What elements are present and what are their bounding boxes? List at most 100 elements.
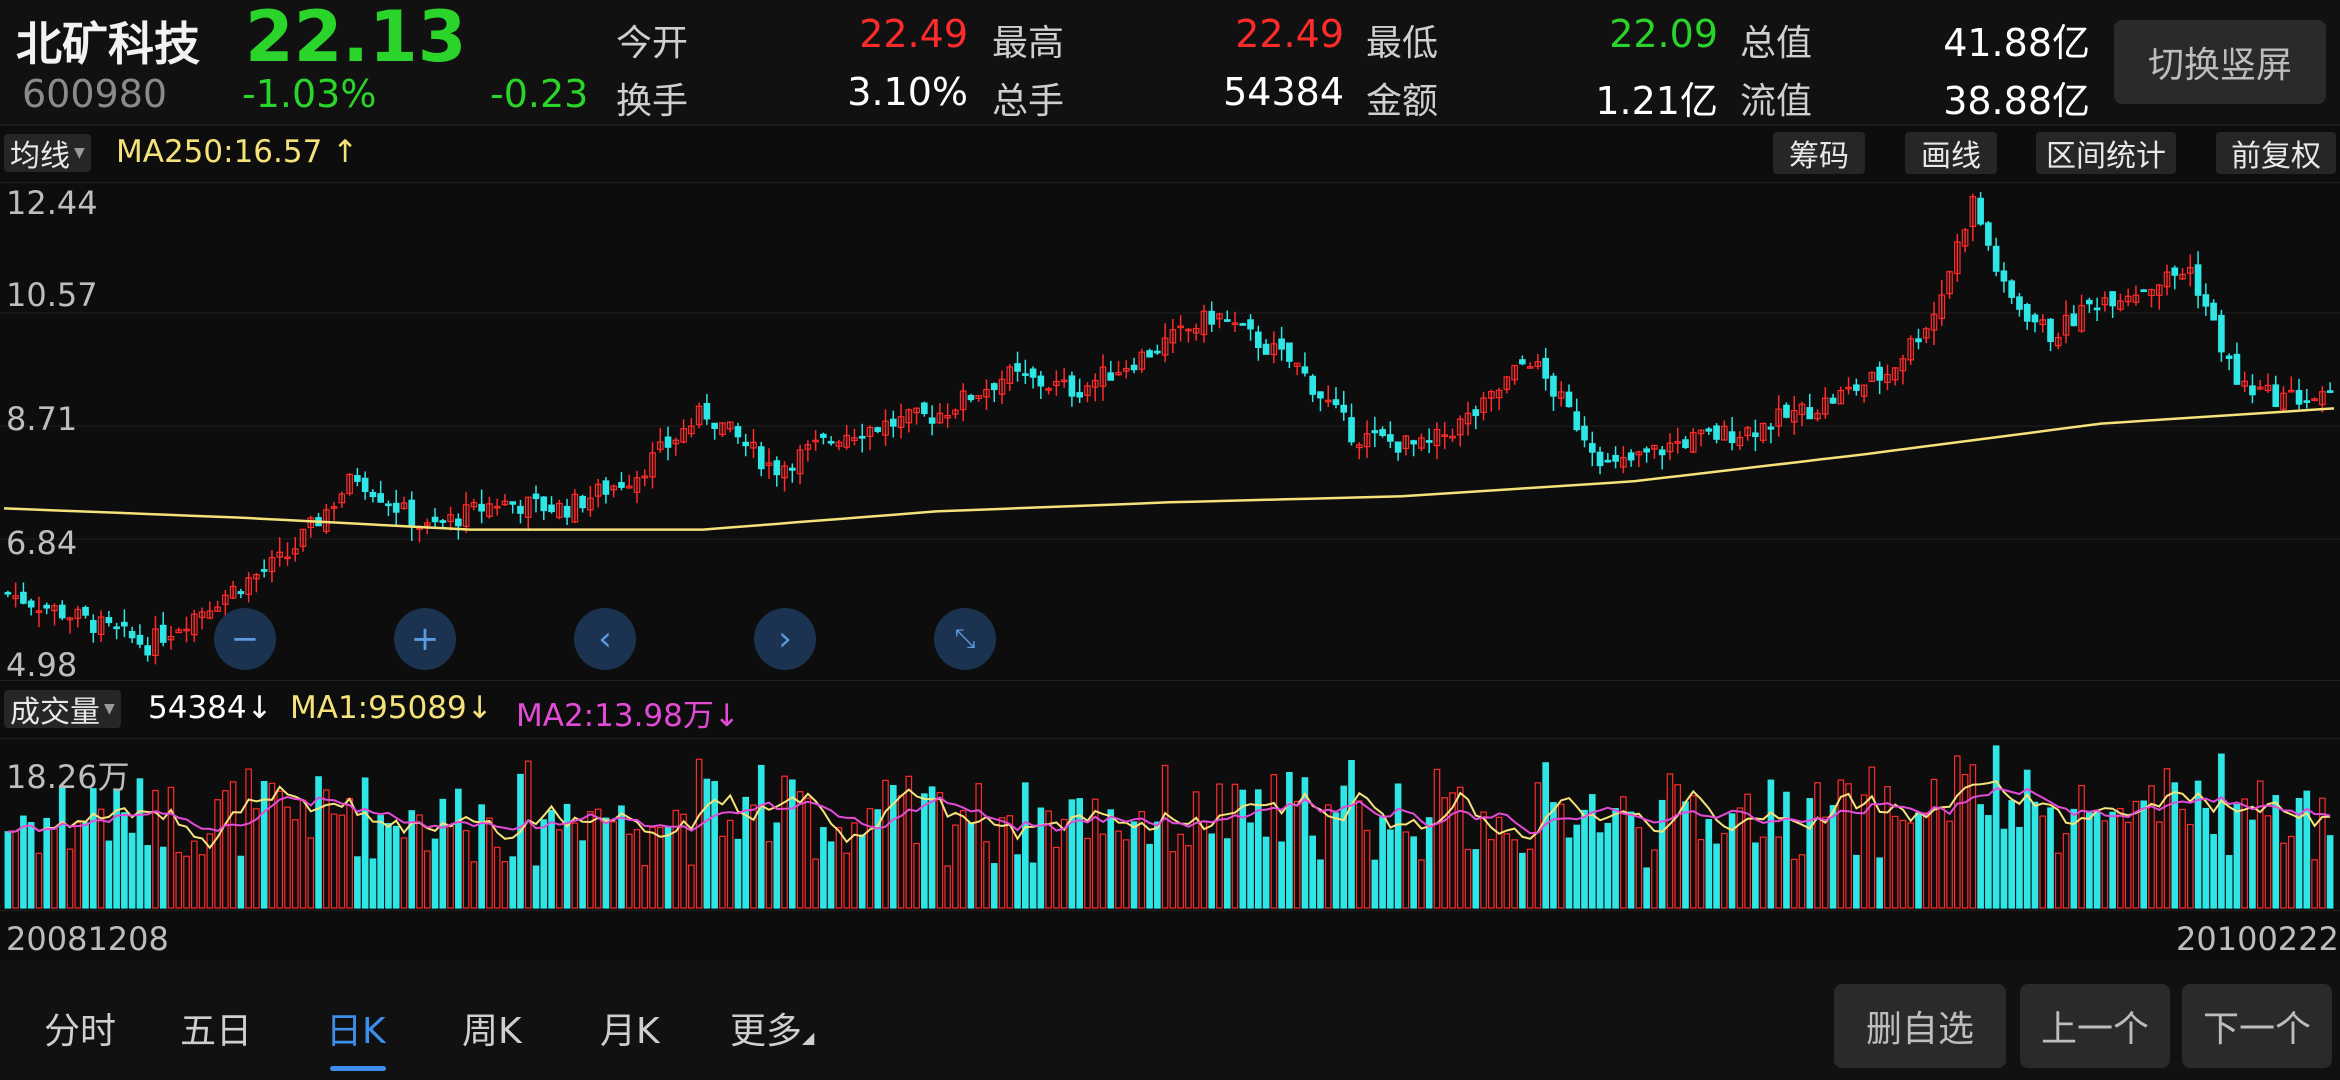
tab-weekly-k[interactable]: 周K (462, 1011, 522, 1052)
volume-bar (688, 864, 695, 909)
candle-body (703, 402, 711, 420)
candle-body (431, 516, 439, 523)
volume-bar (563, 803, 571, 909)
volume-bar (1115, 830, 1122, 909)
candle-body (1231, 322, 1239, 326)
zoom-out-button[interactable]: − (214, 608, 276, 670)
volume-bar (1262, 836, 1270, 909)
tab-daily-k[interactable]: 日K (326, 1011, 386, 1052)
candle-body (1720, 425, 1728, 441)
stat-value-high: 22.49 (1235, 12, 1344, 56)
candle-body (1860, 384, 1868, 397)
candle-body (866, 426, 874, 438)
scroll-right-button[interactable]: › (754, 608, 816, 670)
tab-more[interactable]: 更多◢ (730, 1002, 814, 1054)
range-stats-button[interactable]: 区间统计 (2036, 132, 2176, 174)
candle-body (462, 504, 470, 527)
volume-bar (2109, 811, 2116, 909)
candle-body (1480, 397, 1487, 413)
volume-bar (1029, 862, 1037, 909)
volume-bar (1565, 837, 1573, 909)
volume-bar (423, 850, 431, 909)
draw-line-button[interactable]: 画线 (1905, 132, 1997, 174)
candle-body (1418, 437, 1425, 449)
candle-body (1363, 433, 1371, 448)
candle-body (734, 426, 742, 438)
previous-stock-button[interactable]: 上一个 (2020, 984, 2170, 1068)
volume-bar (2295, 797, 2303, 909)
candle-body (2039, 319, 2047, 326)
volume-bar (1006, 815, 1014, 909)
volume-bar (1045, 810, 1052, 909)
candle-body (509, 501, 517, 505)
volume-bar (152, 789, 159, 909)
remove-watchlist-button[interactable]: 删自选 (1834, 984, 2006, 1068)
switch-portrait-button[interactable]: 切换竖屏 (2114, 20, 2326, 104)
tab-intraday[interactable]: 分时 (44, 1011, 117, 1052)
volume-bar (1969, 764, 1977, 909)
candle-body (1037, 375, 1045, 387)
volume-indicator-select[interactable]: 成交量 ▼ (4, 690, 121, 730)
next-stock-button[interactable]: 下一个 (2182, 984, 2332, 1068)
candle-body (905, 409, 913, 424)
candle-body (750, 441, 757, 449)
stat-label-low: 最低 (1366, 23, 1439, 64)
volume-bar (2202, 807, 2210, 909)
candlestick-chart[interactable] (0, 182, 2340, 680)
candle-body (2264, 384, 2272, 392)
tab-monthly-k[interactable]: 月K (600, 1011, 660, 1052)
candle-body (2202, 294, 2210, 307)
volume-bar (1783, 791, 1790, 909)
zoom-in-button[interactable]: + (394, 608, 456, 670)
candle-body (952, 409, 959, 415)
candle-body (2171, 267, 2179, 276)
volume-bar (1324, 804, 1332, 909)
scroll-left-button[interactable]: ‹ (574, 608, 636, 670)
volume-bar (765, 841, 773, 909)
volume-chart[interactable] (0, 738, 2340, 910)
volume-bar (214, 799, 221, 909)
chips-button[interactable]: 筹码 (1773, 132, 1865, 174)
candle-body (1775, 408, 1783, 427)
volume-bar (260, 780, 268, 909)
adjust-price-button[interactable]: 前复权 (2216, 132, 2336, 174)
volume-bar (1806, 798, 1814, 909)
volume-bar (159, 846, 167, 909)
volume-bar (843, 852, 851, 909)
volume-bar (2163, 768, 2171, 909)
volume-bar (2132, 800, 2140, 909)
candle-body (2179, 273, 2186, 280)
candle-body (229, 585, 237, 599)
volume-bar (4, 831, 12, 909)
volume-bar (400, 837, 408, 909)
candle-body (1961, 229, 1969, 247)
volume-bar (1658, 799, 1666, 909)
active-tab-indicator (330, 1066, 386, 1071)
volume-bar (781, 775, 788, 909)
volume-bar (2241, 798, 2249, 909)
end-date: 20100222 (2176, 920, 2339, 958)
indicator-select[interactable]: 均线 ▼ (4, 134, 91, 174)
candle-body (1355, 444, 1363, 449)
volume-bar (1526, 848, 1534, 909)
reset-zoom-button[interactable]: ⤡ (934, 608, 996, 670)
candle-body (1247, 319, 1254, 330)
candle-body (1387, 434, 1394, 442)
volume-bar (2031, 801, 2039, 909)
stock-price: 22.13 (245, 0, 467, 78)
volume-bar (773, 822, 781, 909)
tab-five-day[interactable]: 五日 (180, 1011, 253, 1052)
volume-bar (89, 788, 97, 909)
volume-bar (1534, 782, 1542, 909)
volume-bar (820, 827, 827, 909)
ma1-down-arrow-icon: ↓ (466, 690, 493, 726)
candle-body (206, 610, 214, 619)
candle-body (183, 628, 190, 632)
candle-body (2062, 314, 2070, 336)
volume-bar (1425, 817, 1433, 909)
volume-bar (66, 848, 74, 909)
candle-body (346, 473, 353, 494)
volume-bar (1402, 831, 1410, 909)
volume-bar (268, 782, 276, 909)
candle-body (1798, 403, 1806, 416)
